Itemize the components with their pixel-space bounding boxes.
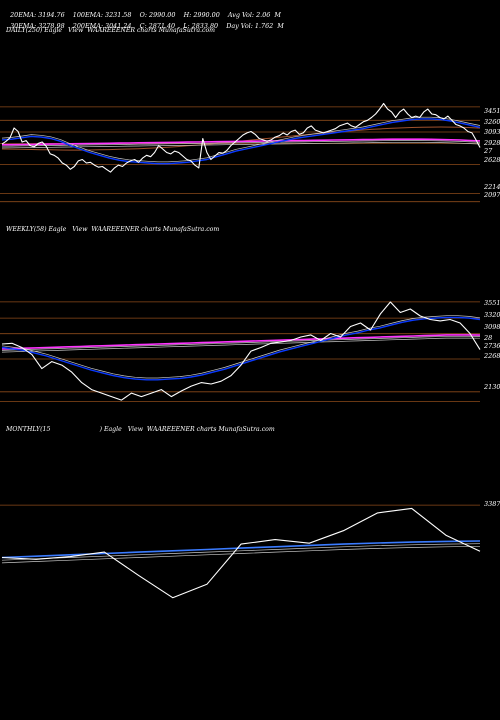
ema100-label: 100EMA: 3231.58	[72, 11, 132, 19]
monthly-ema-blue-line	[1, 540, 481, 559]
daily-tick-label-0: 3451	[484, 107, 500, 115]
weekly-tick-label-3: 28	[483, 334, 492, 342]
monthly-panel-label: MONTHLY(15 ) Eagle View WAAREEENER chart…	[6, 426, 275, 433]
weekly-price-line	[1, 301, 481, 401]
daily-panel-label: DAILY(250) Eagle View WAAREEENER charts …	[6, 27, 216, 34]
monthly-ema-grey-line-a	[1, 543, 481, 561]
close-label: C: 2871.40	[139, 22, 176, 30]
weekly-tick-label-1: 3320	[484, 311, 500, 319]
open-label: O: 2990.00	[139, 11, 176, 19]
weekly-ema-blue-line	[1, 316, 481, 381]
daily-price-line	[1, 102, 481, 173]
daily-tick-label-2: 3093	[484, 128, 500, 136]
weekly-tick-label-5: 2268	[483, 352, 500, 360]
monthly-ema-grey-line-b	[1, 545, 481, 564]
high-label: H: 2990.00	[183, 11, 220, 19]
ema30-label: 30EMA: 3278.98	[10, 22, 65, 30]
header-line-2: 30EMA: 3278.98 200EMA: 3041.24 C: 2871.4…	[6, 14, 284, 30]
weekly-ema-grey-line-1	[1, 335, 481, 351]
weekly-ema-pink-line	[1, 334, 481, 350]
weekly-ema-grey-line-3	[1, 315, 481, 379]
weekly-tick-label-6: 2130	[483, 383, 500, 391]
daily-tick-label-1: 3260	[484, 118, 500, 126]
weekly-tick-label-0: 3551	[484, 299, 500, 307]
weekly-tick-label-2: 3098	[484, 323, 500, 331]
daily-tick-label-7: 2097	[483, 191, 500, 199]
weekly-tick-label-4: 2736	[483, 342, 500, 350]
daily-tick-label-6: 2214	[483, 183, 500, 191]
monthly-tick-label-0: 3387	[484, 500, 500, 508]
daily-ema-blue-line	[1, 118, 481, 165]
daily-tick-label-5: 2628	[483, 156, 500, 164]
daily-tick-label-4: 27	[483, 147, 493, 155]
monthly-price-line	[1, 507, 481, 599]
weekly-ema-grey-line-2	[1, 337, 481, 353]
avg-vol-label: Avg Vol: 2.06 M	[227, 11, 281, 19]
ema200-label: 200EMA: 3041.24	[72, 22, 132, 30]
low-label: L: 2833.80	[183, 22, 219, 30]
daily-tick-label-3: 2928	[483, 139, 500, 147]
weekly-panel-label: WEEKLY(58) Eagle View WAAREEENER charts …	[6, 226, 220, 233]
ema20-label: 20EMA: 3194.76	[10, 11, 65, 19]
daily-ema-grey-line-2	[1, 141, 481, 149]
header-line-1: 20EMA: 3194.76 100EMA: 3231.58 O: 2990.0…	[6, 3, 281, 19]
daily-ema-grey-line-3	[1, 116, 481, 163]
daily-ema-pink-line	[1, 138, 481, 146]
day-vol-label: Day Vol: 1.762 M	[226, 22, 284, 30]
daily-ema-grey-line-1	[1, 140, 481, 147]
